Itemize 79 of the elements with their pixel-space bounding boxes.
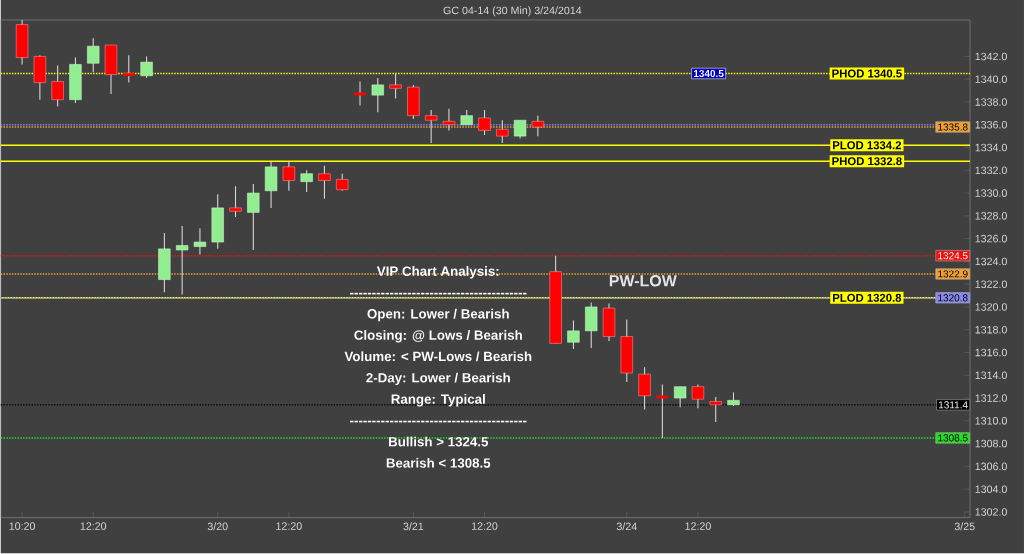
- x-tick-label: 12:20: [80, 522, 107, 531]
- annotation: Bullish > 1324.5: [388, 436, 489, 447]
- annotation: ----------------------------------------: [350, 420, 527, 423]
- candlestick: [371, 77, 384, 113]
- ref-line-label: 1320.8: [938, 294, 968, 302]
- annotation: Bearish < 1308.5: [386, 458, 491, 468]
- ref-line-label: PHOD 1332.8: [832, 157, 902, 166]
- ref-line-label: 1324.5: [938, 252, 968, 260]
- y-tick-label: 1324.0: [975, 257, 1007, 266]
- candlestick: [478, 109, 491, 136]
- y-tick-label: 1338.0: [975, 98, 1007, 106]
- y-tick-label: 1328.0: [975, 212, 1007, 220]
- y-tick-label: 1318.0: [975, 326, 1007, 334]
- y-tick-label: 1302.0: [975, 508, 1007, 516]
- annotation: Volume: < PW-Lows / Bearish: [344, 351, 532, 362]
- candlestick: [442, 108, 456, 132]
- y-tick-label: 1308.0: [975, 440, 1007, 448]
- x-tick-label: 12:20: [276, 522, 302, 531]
- candlestick: [531, 115, 544, 137]
- y-tick-label: 1320.0: [975, 303, 1007, 311]
- candlestick: [425, 109, 438, 144]
- ref-line-label: 1335.8: [938, 123, 968, 131]
- y-tick-label: 1322.0: [975, 280, 1007, 289]
- annotation: ----------------------------------------: [350, 293, 527, 295]
- y-tick-label: 1332.0: [975, 166, 1007, 175]
- y-tick-label: 1336.0: [975, 121, 1007, 129]
- candlestick: [51, 65, 64, 108]
- candlestick: [638, 366, 651, 411]
- candlestick: [655, 384, 670, 439]
- candlestick: [496, 119, 509, 144]
- y-tick-label: 1304.0: [975, 485, 1007, 494]
- candlestick: [300, 169, 313, 193]
- ref-line-label: PLOD 1320.8: [833, 294, 902, 303]
- y-tick-label: 1310.0: [975, 417, 1007, 425]
- y-tick-label: 1326.0: [975, 235, 1007, 243]
- candlestick: [140, 56, 153, 79]
- candlestick: [513, 119, 527, 140]
- y-tick-label: 1306.0: [975, 462, 1007, 471]
- y-tick-label: 1340.0: [975, 75, 1007, 84]
- y-tick-label: 1342.0: [975, 52, 1007, 61]
- annotation: 1340.5: [693, 70, 724, 78]
- candlestick: [247, 183, 260, 251]
- annotation: 2-Day: Lower / Bearish: [366, 372, 510, 386]
- candlestick: [318, 165, 331, 200]
- x-tick-label: 10:20: [9, 522, 36, 531]
- candlestick: [282, 160, 295, 192]
- chart-title: GC 04-14 (30 Min) 3/24/2014: [443, 6, 582, 17]
- x-tick-label: 12:20: [471, 522, 498, 531]
- candlestick: [389, 73, 402, 100]
- y-tick-label: 1334.0: [975, 143, 1007, 152]
- candlestick: [691, 384, 705, 410]
- candlestick: [229, 185, 242, 218]
- annotation: VIP Chart Analysis:: [376, 266, 499, 279]
- annotation: PW-LOW: [609, 275, 677, 287]
- ref-line-label: 1322.9: [938, 270, 968, 278]
- candlestick: [567, 320, 580, 350]
- candlestick: [176, 225, 189, 296]
- candlestick: [709, 396, 722, 423]
- y-tick-label: 1316.0: [975, 348, 1007, 357]
- ref-line-label: 1311.4: [938, 401, 968, 409]
- ref-line-label: PLOD 1334.2: [833, 141, 902, 150]
- ref-line-label: 1308.5: [938, 434, 968, 442]
- candlestick: [674, 386, 687, 408]
- annotation: Range: Typical: [391, 394, 485, 407]
- candlestick: [264, 160, 278, 209]
- ref-line-label: PHOD 1340.5: [832, 69, 902, 78]
- candlestick: [87, 37, 100, 74]
- x-tick-label: 12:20: [685, 522, 711, 531]
- candlestick: [585, 302, 598, 349]
- y-tick-label: 1330.0: [975, 189, 1007, 198]
- y-tick-label: 1312.0: [975, 394, 1007, 403]
- candlestick: [193, 228, 207, 256]
- annotation: Closing: @ Lows / Bearish: [354, 330, 522, 343]
- x-tick-label: 3/24: [616, 522, 637, 531]
- x-tick-label: 3/20: [207, 522, 228, 531]
- x-tick-label: 3/25: [954, 522, 975, 531]
- annotation: Open: Lower / Bearish: [367, 308, 509, 322]
- x-tick-label: 3/21: [403, 522, 424, 531]
- y-tick-label: 1314.0: [975, 371, 1007, 380]
